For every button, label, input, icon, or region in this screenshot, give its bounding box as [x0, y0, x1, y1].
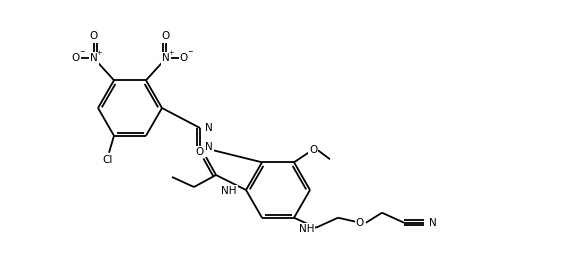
Text: −: − — [79, 49, 85, 55]
Text: NH: NH — [299, 224, 315, 234]
Text: O: O — [90, 31, 98, 41]
Text: +: + — [96, 50, 102, 56]
Text: N: N — [90, 53, 98, 63]
Text: O: O — [162, 31, 170, 41]
Text: O: O — [356, 218, 364, 228]
Text: N: N — [429, 218, 437, 228]
Text: N: N — [205, 123, 213, 133]
Text: O: O — [196, 147, 204, 157]
Text: NH: NH — [222, 186, 237, 196]
Text: −: − — [187, 49, 193, 55]
Text: N: N — [162, 53, 170, 63]
Text: O: O — [72, 53, 80, 63]
Text: O: O — [309, 145, 317, 155]
Text: Cl: Cl — [103, 155, 113, 165]
Text: +: + — [168, 50, 174, 56]
Text: O: O — [180, 53, 188, 63]
Text: N: N — [205, 142, 213, 152]
